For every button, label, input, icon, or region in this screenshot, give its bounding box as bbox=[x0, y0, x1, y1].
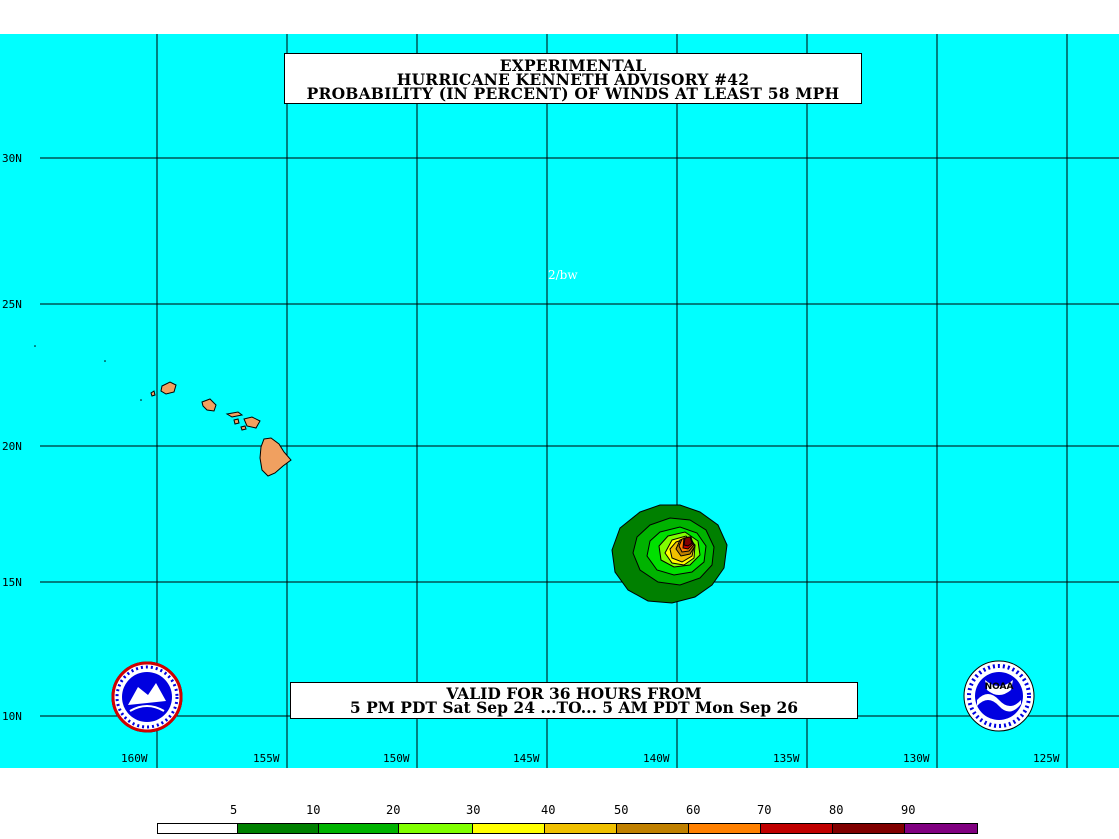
kauai-island bbox=[160, 381, 177, 395]
lanai-island bbox=[233, 418, 240, 425]
lon-label-125w: 125W bbox=[1033, 752, 1060, 765]
legend-swatch bbox=[617, 824, 689, 833]
map-title-box: EXPERIMENTAL HURRICANE KENNETH ADVISORY … bbox=[284, 53, 862, 104]
lat-label-30n: 30N bbox=[2, 152, 22, 165]
legend-swatch bbox=[761, 824, 833, 833]
svg-text:NOAA: NOAA bbox=[985, 682, 1014, 692]
lon-label-145w: 145W bbox=[513, 752, 540, 765]
niihau-island bbox=[150, 390, 156, 397]
legend-swatch bbox=[545, 824, 617, 833]
legend-color-bar bbox=[157, 823, 978, 834]
legend-swatch bbox=[158, 824, 238, 833]
legend-tick-50: 50 bbox=[614, 803, 629, 817]
title-line-2: HURRICANE KENNETH ADVISORY #42 bbox=[396, 70, 750, 89]
valid-time-box: VALID FOR 36 HOURS FROM 5 PM PDT Sat Sep… bbox=[290, 682, 858, 719]
lon-label-140w: 140W bbox=[643, 752, 670, 765]
contour-90 bbox=[683, 536, 693, 547]
lon-label-135w: 135W bbox=[773, 752, 800, 765]
hawaiian-islands bbox=[150, 381, 292, 477]
legend-tick-10: 10 bbox=[306, 803, 321, 817]
maui-island bbox=[243, 416, 261, 429]
legend-tick-60: 60 bbox=[686, 803, 701, 817]
legend-swatch bbox=[689, 824, 761, 833]
lon-label-155w: 155W bbox=[253, 752, 280, 765]
lat-label-10n: 10N bbox=[2, 710, 22, 723]
legend-swatch bbox=[319, 824, 399, 833]
valid-line-2: 5 PM PDT Sat Sep 24 ...TO... 5 AM PDT Mo… bbox=[349, 698, 799, 717]
legend-tick-80: 80 bbox=[829, 803, 844, 817]
legend-tick-5: 5 bbox=[230, 803, 238, 817]
legend-swatch bbox=[833, 824, 905, 833]
molokai-island bbox=[225, 411, 244, 418]
title-line-3: PROBABILITY (IN PERCENT) OF WINDS AT LEA… bbox=[306, 84, 840, 103]
legend-swatch bbox=[905, 824, 977, 833]
valid-line-1: VALID FOR 36 HOURS FROM bbox=[446, 684, 702, 703]
nws-logo-icon bbox=[111, 661, 183, 733]
legend-tick-70: 70 bbox=[757, 803, 772, 817]
oahu-island bbox=[201, 398, 217, 412]
probability-contours bbox=[611, 504, 728, 604]
legend-tick-90: 90 bbox=[901, 803, 916, 817]
lat-label-25n: 25N bbox=[2, 298, 22, 311]
legend-swatch bbox=[399, 824, 473, 833]
lat-label-15n: 15N bbox=[2, 576, 22, 589]
title-line-1: EXPERIMENTAL bbox=[499, 56, 647, 75]
big-island bbox=[259, 437, 292, 477]
legend-tick-40: 40 bbox=[541, 803, 556, 817]
kahoolawe-island bbox=[240, 425, 247, 431]
legend-swatch bbox=[473, 824, 545, 833]
legend-tick-20: 20 bbox=[386, 803, 401, 817]
ocean-background bbox=[0, 34, 1119, 768]
lon-label-130w: 130W bbox=[903, 752, 930, 765]
noaa-logo-icon: NOAA bbox=[963, 660, 1035, 732]
legend-tick-30: 30 bbox=[466, 803, 481, 817]
lon-label-160w: 160W bbox=[121, 752, 148, 765]
forecaster-initials: 2/bw bbox=[548, 268, 578, 282]
legend-swatch bbox=[238, 824, 319, 833]
lon-label-150w: 150W bbox=[383, 752, 410, 765]
lat-label-20n: 20N bbox=[2, 440, 22, 453]
lat-lon-grid bbox=[40, 34, 1119, 768]
